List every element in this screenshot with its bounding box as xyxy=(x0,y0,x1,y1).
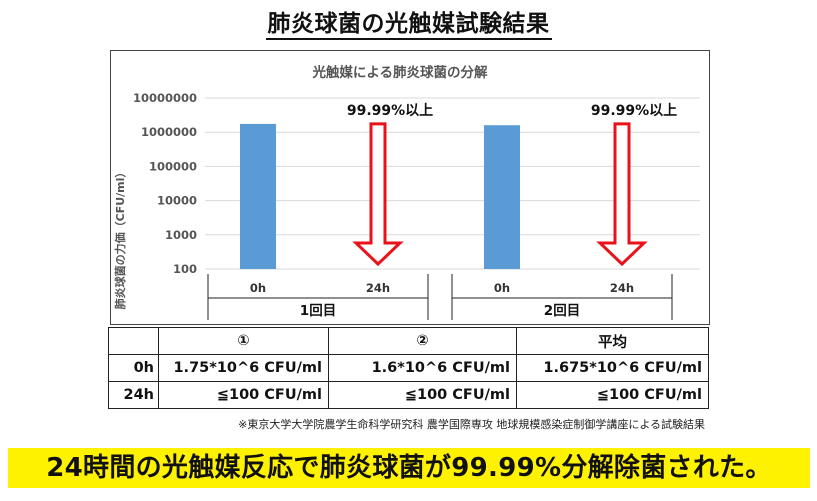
table-row: 24h ≦100 CFU/ml ≦100 CFU/ml ≦100 CFU/ml xyxy=(108,381,709,409)
page-title-text: 肺炎球菌の光触媒試験結果 xyxy=(265,11,552,40)
bar xyxy=(240,123,276,270)
reduction-label: 99.99%以上 xyxy=(347,103,433,119)
y-tick-label: 100000 xyxy=(149,159,197,173)
results-table: ① ② 平均 0h 1.75*10^6 CFU/ml 1.6*10^6 CFU/… xyxy=(108,327,709,409)
chart: 光触媒による肺炎球菌の分解 肺炎球菌の力価（CFU/ml） 1001000100… xyxy=(110,50,710,325)
x-axis-labels: 0h 24h 1回目 0h 24h 2回目 xyxy=(207,274,673,320)
table-cell: ≦100 CFU/ml xyxy=(516,381,709,409)
y-axis-label: 肺炎球菌の力価（CFU/ml） xyxy=(113,167,127,310)
conclusion-banner: 24時間の光触媒反応で肺炎球菌が99.99%分解除菌された。 xyxy=(8,448,810,488)
y-tick-label: 1000 xyxy=(165,228,197,242)
table-cell: 1.6*10^6 CFU/ml xyxy=(328,354,517,382)
bars xyxy=(240,123,520,270)
x-category-label: 0h xyxy=(250,281,266,295)
group-label: 1回目 xyxy=(300,303,336,319)
table-cell: ≦100 CFU/ml xyxy=(328,381,517,409)
table-cell: 1.75*10^6 CFU/ml xyxy=(158,354,329,382)
y-tick-label: 1000000 xyxy=(141,125,197,139)
table-row-label: 0h xyxy=(108,354,159,382)
y-tick-label: 10000000 xyxy=(133,91,197,105)
reduction-arrows: 99.99%以上 99.99%以上 xyxy=(347,103,677,267)
page-title: 肺炎球菌の光触媒試験結果 xyxy=(0,4,817,40)
table-header-cell xyxy=(108,327,159,355)
bar xyxy=(484,125,520,270)
footnote: ※東京大学大学院農学生命科学研究科 農学国際専攻 地球規模感染症制御学講座による… xyxy=(238,418,705,431)
y-tick-label: 100 xyxy=(173,262,197,276)
chart-frame xyxy=(110,50,710,325)
chart-title: 光触媒による肺炎球菌の分解 xyxy=(311,64,488,81)
table-row: 0h 1.75*10^6 CFU/ml 1.6*10^6 CFU/ml 1.67… xyxy=(108,354,709,382)
x-category-label: 0h xyxy=(494,281,510,295)
table-header-cell: 平均 xyxy=(516,327,709,355)
y-tick-label: 10000 xyxy=(157,194,197,208)
reduction-arrow xyxy=(596,122,648,267)
table-cell: ≦100 CFU/ml xyxy=(158,381,329,409)
table-cell: 1.675*10^6 CFU/ml xyxy=(516,354,709,382)
table-header-row: ① ② 平均 xyxy=(108,327,709,355)
table-header-cell: ① xyxy=(158,327,329,355)
x-category-label: 24h xyxy=(366,281,390,295)
reduction-arrow xyxy=(352,122,404,267)
group-label: 2回目 xyxy=(544,303,580,319)
table-row-label: 24h xyxy=(108,381,159,409)
y-tick-labels: 100 1000 10000 100000 1000000 10000000 xyxy=(133,91,197,276)
table-header-cell: ② xyxy=(328,327,517,355)
x-category-label: 24h xyxy=(610,281,634,295)
reduction-label: 99.99%以上 xyxy=(591,103,677,119)
